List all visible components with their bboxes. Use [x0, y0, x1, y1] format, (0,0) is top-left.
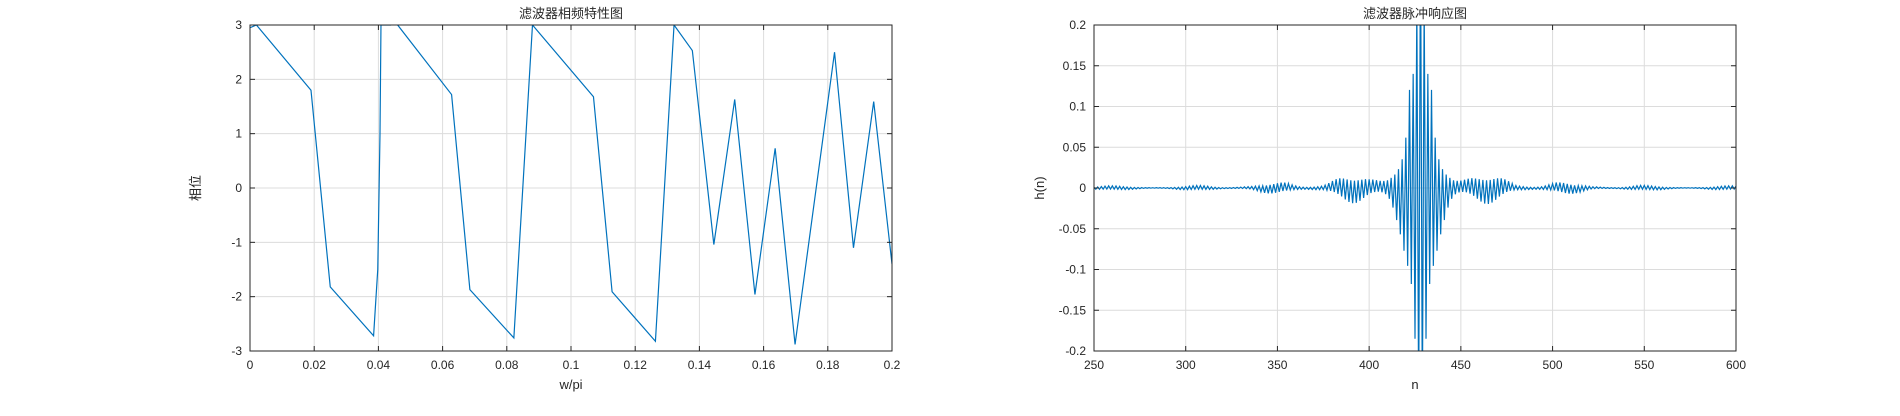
- y-tick-label: -2: [231, 290, 242, 304]
- y-tick-label: 0: [235, 181, 242, 195]
- y-tick-label: 0: [1079, 181, 1086, 195]
- y-tick-label: -3: [231, 344, 242, 358]
- grid: [249, 24, 893, 352]
- x-tick-label: 550: [1634, 358, 1654, 372]
- x-tick-label: 600: [1726, 358, 1746, 372]
- x-tick-label: 0: [247, 358, 254, 372]
- y-axis-label: h(n): [1032, 176, 1047, 199]
- y-axis-label: 相位: [188, 175, 203, 201]
- x-axis-label: n: [1411, 377, 1418, 392]
- chart-title: 滤波器相频特性图: [519, 7, 623, 22]
- y-tick-label: 1: [235, 127, 242, 141]
- x-tick-label: 0.1: [563, 358, 580, 372]
- series-line: [250, 25, 892, 345]
- y-tick-label: -0.15: [1059, 303, 1087, 317]
- x-tick-label: 300: [1176, 358, 1196, 372]
- y-tick-label: -1: [231, 235, 242, 249]
- x-tick-label: 0.06: [431, 358, 455, 372]
- x-tick-label: 450: [1451, 358, 1471, 372]
- y-tick-label: -0.2: [1065, 344, 1086, 358]
- x-tick-label: 0.08: [495, 358, 519, 372]
- x-tick-label: 400: [1359, 358, 1379, 372]
- x-tick-label: 0.18: [816, 358, 840, 372]
- chart-title: 滤波器脉冲响应图: [1363, 6, 1467, 22]
- x-tick-label: 0.14: [688, 358, 712, 372]
- x-tick-label: 0.12: [624, 358, 648, 372]
- x-tick-label: 0.16: [752, 358, 776, 372]
- x-tick-label: 350: [1267, 358, 1287, 372]
- y-tick-label: 2: [235, 72, 242, 86]
- impulse-response-plot: 250 300 350 400 450 500 550 600 -0.2 -0.15 -0.1 -0.…: [1032, 6, 1746, 392]
- y-tick-label: -0.1: [1065, 263, 1086, 277]
- y-tick-label: 0.15: [1063, 59, 1087, 73]
- y-tick-label: 3: [235, 18, 242, 32]
- series-line: [1094, 25, 1736, 351]
- y-tick-label: 0.1: [1069, 100, 1086, 114]
- y-tick-label: -0.05: [1059, 222, 1087, 236]
- x-tick-label: 0.2: [884, 358, 901, 372]
- x-tick-label: 0.02: [303, 358, 327, 372]
- y-tick-label: 0.05: [1063, 140, 1087, 154]
- x-tick-label: 250: [1084, 358, 1104, 372]
- x-tick-label: 0.04: [367, 358, 391, 372]
- phase-response-plot: 0 0.02 0.04 0.06 0.08 0.1 0.12 0.14 0.16 0.18 0.2 -…: [188, 7, 901, 392]
- y-tick-label: 0.2: [1069, 18, 1086, 32]
- x-axis-label: w/pi: [558, 377, 582, 392]
- x-tick-label: 500: [1543, 358, 1563, 372]
